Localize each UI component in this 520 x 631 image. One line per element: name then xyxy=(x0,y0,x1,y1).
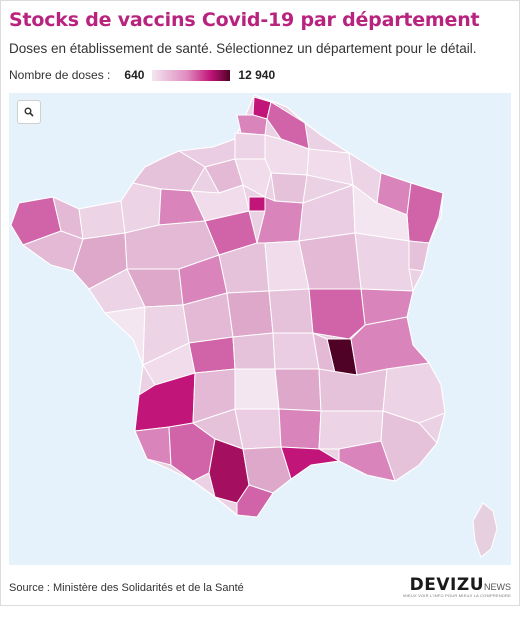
brand-logo[interactable]: DEVIZUNEWS MIEUX VOIR L'INFO POUR MIEUX … xyxy=(403,575,511,598)
department[interactable] xyxy=(234,408,282,450)
zoom-button[interactable] xyxy=(17,100,41,124)
department[interactable] xyxy=(242,446,292,494)
logo-tagline: MIEUX VOIR L'INFO POUR MIEUX LA COMPREND… xyxy=(403,593,511,598)
department[interactable] xyxy=(268,288,314,334)
department[interactable] xyxy=(78,200,126,240)
department[interactable] xyxy=(236,114,268,136)
department[interactable] xyxy=(188,336,236,374)
search-icon xyxy=(24,107,34,117)
department[interactable] xyxy=(272,332,320,370)
department[interactable] xyxy=(318,368,388,412)
source-note: Source : Ministère des Solidarités et de… xyxy=(9,582,244,594)
department[interactable] xyxy=(234,368,280,410)
france-choropleth-map[interactable] xyxy=(9,93,511,565)
department[interactable] xyxy=(134,426,172,466)
legend-max: 12 940 xyxy=(238,68,276,82)
department[interactable] xyxy=(270,172,308,204)
department[interactable] xyxy=(408,240,430,272)
department[interactable] xyxy=(406,182,444,244)
page-subtitle: Doses en établissement de santé. Sélecti… xyxy=(9,41,477,56)
department[interactable] xyxy=(338,440,396,482)
department[interactable] xyxy=(234,132,266,160)
corsica xyxy=(472,502,498,558)
color-legend: Nombre de doses : 640 12 940 xyxy=(9,68,275,82)
department[interactable] xyxy=(274,368,322,412)
department[interactable] xyxy=(232,332,276,370)
department[interactable] xyxy=(248,196,266,212)
department[interactable] xyxy=(236,484,274,518)
department[interactable] xyxy=(298,232,362,290)
map-container[interactable] xyxy=(9,93,511,565)
legend-label: Nombre de doses : xyxy=(9,68,111,82)
chart-frame: Stocks de vaccins Covid-19 par départeme… xyxy=(0,0,520,606)
department[interactable] xyxy=(354,232,414,292)
legend-gradient xyxy=(152,69,231,81)
department[interactable] xyxy=(352,183,410,242)
department[interactable] xyxy=(103,306,146,366)
department[interactable] xyxy=(190,184,250,222)
legend-min: 640 xyxy=(124,68,145,82)
departments[interactable] xyxy=(10,96,446,518)
department[interactable] xyxy=(308,288,366,340)
logo-suffix: NEWS xyxy=(484,582,511,592)
logo-brand: DEVIZU xyxy=(409,575,484,595)
department[interactable] xyxy=(234,158,272,198)
department[interactable] xyxy=(226,290,274,338)
department[interactable] xyxy=(278,408,322,450)
page-title: Stocks de vaccins Covid-19 par départeme… xyxy=(9,9,480,31)
